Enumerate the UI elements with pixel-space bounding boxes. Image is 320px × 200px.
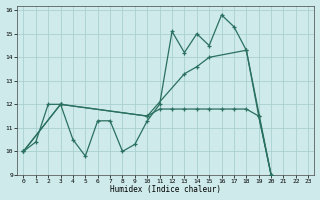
X-axis label: Humidex (Indice chaleur): Humidex (Indice chaleur) xyxy=(110,185,221,194)
